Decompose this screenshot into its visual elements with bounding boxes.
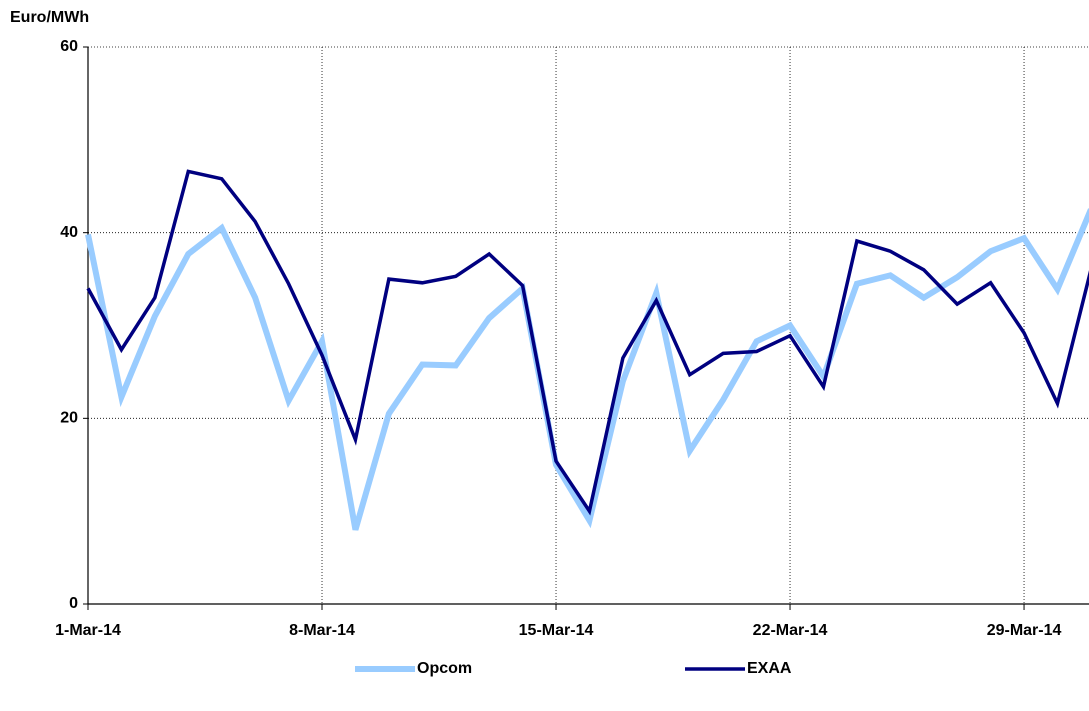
legend-label: Opcom: [417, 660, 472, 677]
x-tick-label: 22-Mar-14: [753, 622, 828, 639]
x-tick-label: 8-Mar-14: [289, 622, 355, 639]
series-line: [86, 169, 1089, 516]
y-axis-label: Euro/MWh: [10, 9, 89, 26]
x-tick-label: 29-Mar-14: [987, 622, 1062, 639]
legend-label: EXAA: [747, 660, 792, 677]
x-tick-label: 1-Mar-14: [55, 622, 121, 639]
y-tick-label: 0: [69, 595, 78, 612]
y-tick-label: 60: [60, 38, 78, 55]
series-line: [85, 208, 1089, 531]
y-tick-label: 40: [60, 224, 78, 241]
x-tick-label: 15-Mar-14: [519, 622, 594, 639]
y-tick-label: 20: [60, 410, 78, 427]
